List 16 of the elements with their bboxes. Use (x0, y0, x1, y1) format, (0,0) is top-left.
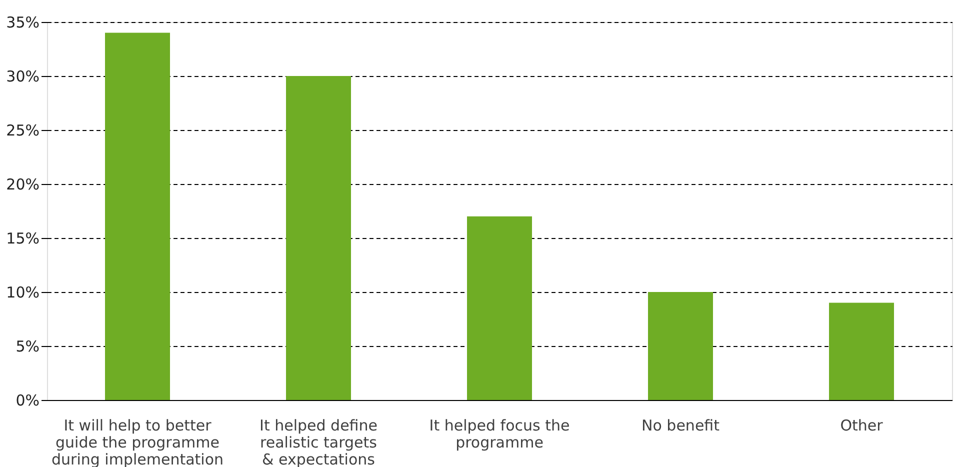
bar (648, 292, 713, 400)
bar (829, 302, 894, 400)
bar (286, 76, 351, 400)
y-tick-label: 10% (6, 284, 40, 302)
bar (105, 32, 170, 400)
bar (467, 216, 532, 400)
y-tick-label: 20% (6, 176, 40, 194)
y-tick-label: 25% (6, 122, 40, 140)
y-tick-label: 15% (6, 230, 40, 248)
y-tick-label: 0% (16, 392, 40, 410)
y-tick-label: 35% (6, 14, 40, 32)
x-tick-label: It helped focus the programme (429, 416, 570, 452)
y-tick-label: 5% (16, 338, 40, 356)
y-tick-label: 30% (6, 68, 40, 86)
x-tick-label: Other (840, 416, 884, 434)
x-tick-label: No benefit (642, 416, 720, 434)
